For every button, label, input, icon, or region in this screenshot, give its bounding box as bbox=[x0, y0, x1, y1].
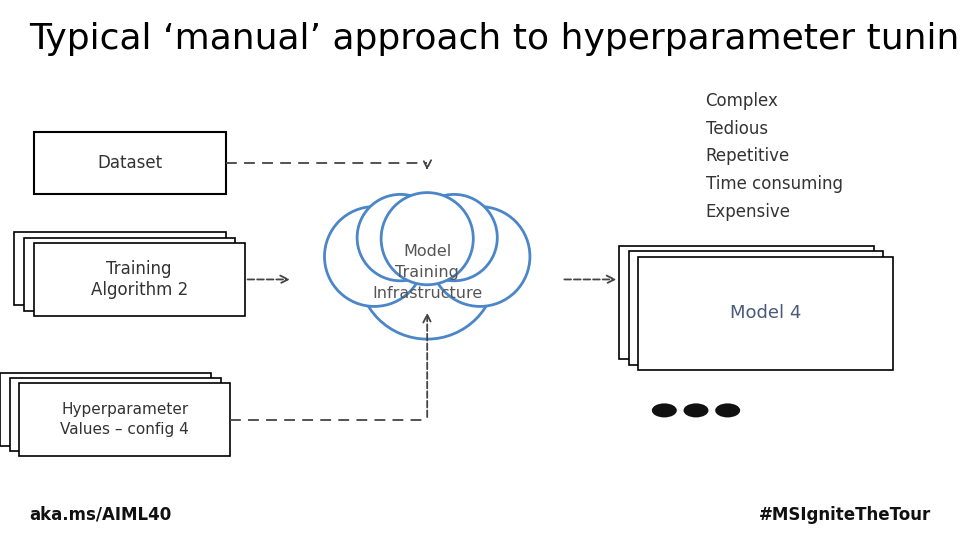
Bar bbox=[638, 256, 893, 370]
Ellipse shape bbox=[430, 207, 530, 306]
Ellipse shape bbox=[381, 193, 473, 285]
Ellipse shape bbox=[357, 194, 444, 281]
Bar bbox=[34, 243, 245, 316]
Text: Typical ‘manual’ approach to hyperparameter tuning: Typical ‘manual’ approach to hyperparame… bbox=[29, 22, 960, 56]
Bar bbox=[0, 373, 211, 446]
Bar bbox=[10, 378, 221, 451]
Circle shape bbox=[684, 403, 708, 417]
Circle shape bbox=[715, 403, 740, 417]
Bar bbox=[19, 383, 230, 456]
Circle shape bbox=[652, 403, 677, 417]
Ellipse shape bbox=[324, 207, 424, 306]
Ellipse shape bbox=[358, 201, 496, 339]
Ellipse shape bbox=[411, 194, 497, 281]
Bar bbox=[14, 232, 226, 305]
Text: Dataset: Dataset bbox=[97, 154, 162, 172]
Text: Hyperparameter
Values – config 4: Hyperparameter Values – config 4 bbox=[60, 402, 189, 437]
Bar bbox=[619, 246, 874, 359]
Text: Complex
Tedious
Repetitive
Time consuming
Expensive: Complex Tedious Repetitive Time consumin… bbox=[706, 92, 843, 221]
Text: Model
Training
Infrastructure: Model Training Infrastructure bbox=[372, 244, 482, 301]
Text: #MSIgniteTheTour: #MSIgniteTheTour bbox=[759, 506, 931, 524]
Bar bbox=[24, 238, 235, 310]
Text: aka.ms/AIML40: aka.ms/AIML40 bbox=[29, 506, 171, 524]
Text: Model 4: Model 4 bbox=[730, 304, 802, 322]
Bar bbox=[34, 132, 226, 194]
Bar bbox=[629, 251, 883, 364]
Text: Training
Algorithm 2: Training Algorithm 2 bbox=[90, 260, 188, 299]
